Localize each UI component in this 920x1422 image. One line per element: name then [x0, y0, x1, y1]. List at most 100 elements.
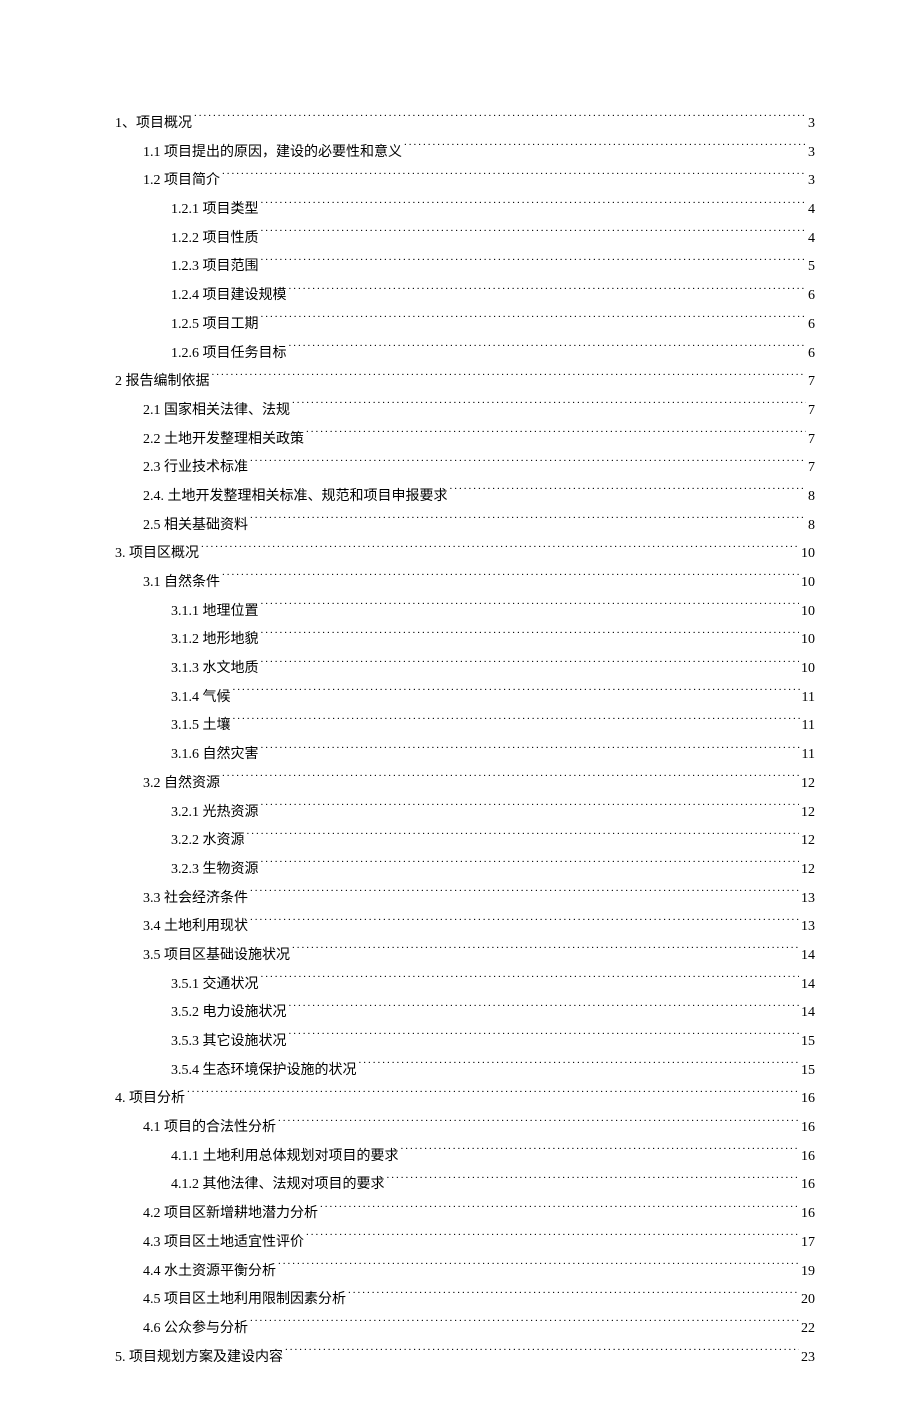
toc-entry[interactable]: 4. 项目分析16 [115, 1085, 815, 1114]
toc-leader-dots [320, 1203, 799, 1217]
toc-entry-page: 11 [802, 741, 815, 770]
toc-entry[interactable]: 3.2 自然资源12 [115, 770, 815, 799]
toc-entry[interactable]: 3.1.1 地理位置10 [115, 598, 815, 627]
toc-entry-label: 2.4. 土地开发整理相关标准、规范和项目申报要求 [143, 483, 448, 512]
toc-entry[interactable]: 2.5 相关基础资料8 [115, 512, 815, 541]
toc-entry[interactable]: 3.1.4 气候11 [115, 684, 815, 713]
toc-entry-label: 3.2.1 光热资源 [171, 799, 259, 828]
toc-entry-label: 4.6 公众参与分析 [143, 1315, 248, 1344]
toc-leader-dots [247, 830, 800, 844]
toc-entry[interactable]: 2.4. 土地开发整理相关标准、规范和项目申报要求8 [115, 483, 815, 512]
toc-entry-label: 1.1 项目提出的原因，建设的必要性和意义 [143, 139, 402, 168]
toc-entry[interactable]: 3.2.2 水资源12 [115, 827, 815, 856]
toc-entry[interactable]: 4.1.1 土地利用总体规划对项目的要求16 [115, 1143, 815, 1172]
toc-entry-page: 15 [801, 1057, 815, 1086]
toc-entry[interactable]: 1.2.5 项目工期6 [115, 311, 815, 340]
toc-entry-label: 3.5.3 其它设施状况 [171, 1028, 287, 1057]
toc-entry-page: 12 [801, 827, 815, 856]
toc-entry[interactable]: 3.1 自然条件10 [115, 569, 815, 598]
toc-leader-dots [359, 1060, 800, 1074]
toc-leader-dots [250, 888, 799, 902]
toc-entry[interactable]: 4.6 公众参与分析22 [115, 1315, 815, 1344]
toc-entry[interactable]: 2.2 土地开发整理相关政策7 [115, 426, 815, 455]
toc-entry-label: 1.2 项目简介 [143, 167, 220, 196]
toc-entry[interactable]: 4.4 水土资源平衡分析19 [115, 1258, 815, 1287]
toc-entry[interactable]: 1.2.6 项目任务目标 6 [115, 340, 815, 369]
toc-entry[interactable]: 3.3 社会经济条件13 [115, 885, 815, 914]
toc-entry-label: 2.2 土地开发整理相关政策 [143, 426, 304, 455]
toc-leader-dots [250, 515, 806, 529]
toc-leader-dots [222, 773, 799, 787]
toc-entry[interactable]: 1.2.2 项目性质4 [115, 225, 815, 254]
toc-entry[interactable]: 3.5 项目区基础设施状况14 [115, 942, 815, 971]
toc-leader-dots [261, 601, 800, 615]
toc-entry[interactable]: 4.2 项目区新增耕地潜力分析 16 [115, 1200, 815, 1229]
toc-entry[interactable]: 4.5 项目区土地利用限制因素分析20 [115, 1286, 815, 1315]
toc-entry[interactable]: 3. 项目区概况10 [115, 540, 815, 569]
toc-leader-dots [261, 228, 807, 242]
toc-entry[interactable]: 3.1.6 自然灾害 11 [115, 741, 815, 770]
toc-leader-dots [401, 1146, 800, 1160]
toc-entry[interactable]: 2 报告编制依据7 [115, 368, 815, 397]
toc-entry[interactable]: 3.5.3 其它设施状况 15 [115, 1028, 815, 1057]
toc-entry[interactable]: 3.1.2 地形地貌10 [115, 626, 815, 655]
toc-entry[interactable]: 4.3 项目区土地适宜性评价17 [115, 1229, 815, 1258]
toc-entry[interactable]: 3.5.2 电力设施状况14 [115, 999, 815, 1028]
toc-entry[interactable]: 3.4 土地利用现状13 [115, 913, 815, 942]
toc-entry-label: 4.2 项目区新增耕地潜力分析 [143, 1200, 318, 1229]
toc-entry-label: 1.2.3 项目范围 [171, 253, 259, 282]
toc-entry-label: 3.1.5 土壤 [171, 712, 231, 741]
toc-entry-page: 12 [801, 856, 815, 885]
toc-entry[interactable]: 5. 项目规划方案及建设内容23 [115, 1344, 815, 1373]
toc-leader-dots [278, 1261, 799, 1275]
toc-entry[interactable]: 1.2 项目简介3 [115, 167, 815, 196]
toc-entry-page: 13 [801, 885, 815, 914]
toc-entry-label: 3.1.2 地形地貌 [171, 626, 259, 655]
toc-entry[interactable]: 3.2.1 光热资源12 [115, 799, 815, 828]
toc-entry-page: 6 [808, 282, 815, 311]
toc-entry[interactable]: 2.3 行业技术标准7 [115, 454, 815, 483]
toc-leader-dots [261, 256, 807, 270]
toc-entry-label: 3.5.2 电力设施状况 [171, 999, 287, 1028]
toc-entry[interactable]: 3.1.5 土壤11 [115, 712, 815, 741]
toc-entry-page: 16 [801, 1200, 815, 1229]
toc-entry-label: 3.5.4 生态环境保护设施的状况 [171, 1057, 357, 1086]
toc-leader-dots [306, 429, 806, 443]
toc-entry[interactable]: 3.1.3 水文地质 10 [115, 655, 815, 684]
toc-entry[interactable]: 1、项目概况3 [115, 110, 815, 139]
toc-entry[interactable]: 2.1 国家相关法律、法规7 [115, 397, 815, 426]
toc-entry[interactable]: 1.1 项目提出的原因，建设的必要性和意义3 [115, 139, 815, 168]
toc-entry-page: 8 [808, 512, 815, 541]
toc-entry-page: 3 [808, 110, 815, 139]
toc-entry-label: 2.3 行业技术标准 [143, 454, 248, 483]
toc-entry-page: 6 [808, 340, 815, 369]
toc-entry-page: 17 [801, 1229, 815, 1258]
toc-leader-dots [289, 1031, 800, 1045]
toc-entry-label: 3. 项目区概况 [115, 540, 199, 569]
toc-entry[interactable]: 3.5.1 交通状况14 [115, 971, 815, 1000]
toc-leader-dots [261, 974, 800, 988]
toc-leader-dots [250, 916, 799, 930]
toc-entry[interactable]: 1.2.4 项目建设规模6 [115, 282, 815, 311]
toc-entry-page: 6 [808, 311, 815, 340]
toc-leader-dots [194, 113, 806, 127]
toc-leader-dots [292, 400, 806, 414]
toc-leader-dots [187, 1088, 799, 1102]
toc-entry-label: 1.2.6 项目任务目标 [171, 340, 287, 369]
toc-leader-dots [250, 1318, 799, 1332]
toc-entry[interactable]: 4.1.2 其他法律、法规对项目的要求16 [115, 1171, 815, 1200]
toc-entry-page: 15 [801, 1028, 815, 1057]
toc-entry-label: 3.1.1 地理位置 [171, 598, 259, 627]
toc-entry-label: 3.1.6 自然灾害 [171, 741, 259, 770]
toc-entry[interactable]: 1.2.1 项目类型4 [115, 196, 815, 225]
toc-entry-page: 4 [808, 196, 815, 225]
toc-entry-page: 10 [801, 655, 815, 684]
toc-entry-label: 4.1.2 其他法律、法规对项目的要求 [171, 1171, 385, 1200]
toc-entry[interactable]: 3.5.4 生态环境保护设施的状况 15 [115, 1057, 815, 1086]
toc-entry-page: 11 [802, 684, 815, 713]
toc-entry-label: 3.1.3 水文地质 [171, 655, 259, 684]
toc-entry[interactable]: 3.2.3 生物资源12 [115, 856, 815, 885]
toc-entry[interactable]: 4.1 项目的合法性分析16 [115, 1114, 815, 1143]
toc-leader-dots [233, 715, 800, 729]
toc-entry[interactable]: 1.2.3 项目范围5 [115, 253, 815, 282]
